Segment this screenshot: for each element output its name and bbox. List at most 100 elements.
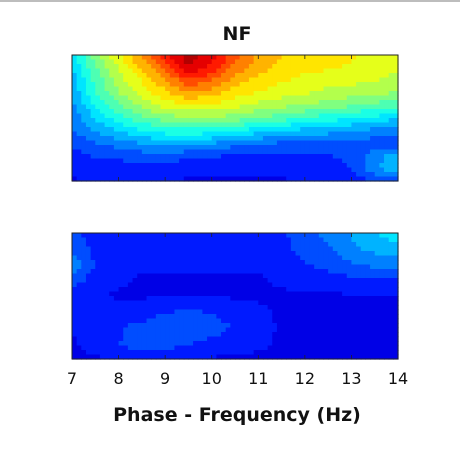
heatmap-cell bbox=[286, 154, 292, 160]
heatmap-cell bbox=[123, 86, 129, 92]
heatmap-cell bbox=[346, 163, 353, 169]
heatmap-cell bbox=[207, 59, 213, 65]
heatmap-cell bbox=[276, 273, 283, 279]
heatmap-cell bbox=[370, 260, 376, 266]
heatmap-cell bbox=[174, 127, 180, 133]
heatmap-cell bbox=[81, 131, 87, 137]
heatmap-cell bbox=[295, 55, 301, 61]
heatmap-cell bbox=[304, 255, 311, 261]
heatmap-cell bbox=[188, 176, 194, 182]
heatmap-cell bbox=[104, 323, 110, 329]
heatmap-cell bbox=[109, 163, 115, 169]
heatmap-cell bbox=[123, 255, 129, 261]
heatmap-cell bbox=[160, 82, 166, 88]
heatmap-cell bbox=[248, 305, 255, 311]
heatmap-cell bbox=[188, 255, 194, 261]
heatmap-cell bbox=[72, 68, 78, 74]
heatmap-cell bbox=[267, 350, 273, 356]
heatmap-cell bbox=[258, 158, 264, 164]
heatmap-cell bbox=[272, 59, 278, 65]
heatmap-cell bbox=[141, 59, 148, 65]
heatmap-cell bbox=[258, 136, 264, 142]
heatmap-cell bbox=[225, 91, 231, 97]
heatmap-cell bbox=[225, 296, 231, 302]
heatmap-cell bbox=[123, 242, 129, 248]
heatmap-cell bbox=[393, 269, 399, 275]
heatmap-cell bbox=[272, 260, 278, 266]
heatmap-cell bbox=[290, 345, 297, 351]
heatmap-cell bbox=[328, 176, 334, 182]
heatmap-cell bbox=[360, 55, 366, 61]
heatmap-cell bbox=[248, 291, 255, 297]
heatmap-cell bbox=[276, 140, 283, 146]
heatmap-cell bbox=[304, 136, 311, 142]
heatmap-cell bbox=[379, 122, 385, 128]
heatmap-cell bbox=[155, 91, 162, 97]
heatmap-cell bbox=[95, 113, 101, 119]
heatmap-cell bbox=[290, 82, 297, 88]
heatmap-cell bbox=[197, 354, 203, 360]
heatmap-cell bbox=[248, 64, 255, 70]
heatmap-cell bbox=[286, 354, 292, 360]
heatmap-cell bbox=[165, 269, 171, 275]
heatmap-cell bbox=[239, 314, 245, 320]
heatmap-cell bbox=[123, 309, 129, 315]
heatmap-cell bbox=[253, 332, 259, 338]
heatmap-cell bbox=[76, 104, 82, 110]
heatmap-cell bbox=[230, 246, 236, 252]
heatmap-cell bbox=[356, 104, 362, 110]
heatmap-cell bbox=[258, 246, 264, 252]
heatmap-cell bbox=[118, 140, 124, 146]
heatmap-cell bbox=[337, 350, 343, 356]
heatmap-cell bbox=[137, 118, 143, 124]
heatmap-cell bbox=[370, 341, 376, 347]
heatmap-cell bbox=[141, 264, 148, 270]
heatmap-cell bbox=[137, 145, 143, 151]
x-axis-ticks: 7 8 9 10 11 12 13 14 bbox=[67, 369, 408, 388]
heatmap-cell bbox=[332, 86, 339, 92]
heatmap-cell bbox=[272, 345, 278, 351]
heatmap-cell bbox=[183, 136, 190, 142]
heatmap-cell bbox=[248, 145, 255, 151]
heatmap-cell bbox=[95, 118, 101, 124]
heatmap-cell bbox=[388, 336, 394, 342]
heatmap-cell bbox=[272, 55, 278, 61]
heatmap-cell bbox=[351, 260, 357, 266]
heatmap-cell bbox=[318, 172, 325, 178]
heatmap-cell bbox=[174, 296, 180, 302]
heatmap-cell bbox=[281, 345, 287, 351]
heatmap-cell bbox=[113, 246, 120, 252]
heatmap-cell bbox=[258, 73, 264, 79]
heatmap-cell bbox=[258, 68, 264, 74]
heatmap-cell bbox=[225, 332, 231, 338]
heatmap-cell bbox=[309, 336, 315, 342]
heatmap-cell bbox=[188, 59, 194, 65]
heatmap-cell bbox=[384, 172, 390, 178]
heatmap-cell bbox=[179, 336, 185, 342]
heatmap-cell bbox=[342, 260, 348, 266]
heatmap-cell bbox=[99, 237, 106, 243]
heatmap-cell bbox=[221, 314, 227, 320]
heatmap-cell bbox=[155, 237, 162, 243]
heatmap-cell bbox=[393, 77, 399, 83]
heatmap-cell bbox=[109, 318, 115, 324]
heatmap-cell bbox=[356, 341, 362, 347]
heatmap-cell bbox=[118, 233, 124, 239]
heatmap-cell bbox=[81, 300, 87, 306]
heatmap-cell bbox=[239, 109, 245, 115]
heatmap-cell bbox=[216, 127, 222, 133]
heatmap-cell bbox=[267, 296, 273, 302]
heatmap-cell bbox=[374, 91, 380, 97]
heatmap-cell bbox=[356, 296, 362, 302]
heatmap-cell bbox=[384, 158, 390, 164]
heatmap-cell bbox=[328, 282, 334, 288]
heatmap-cell bbox=[169, 300, 176, 306]
heatmap-cell bbox=[393, 309, 399, 315]
heatmap-cell bbox=[90, 242, 96, 248]
heatmap-cell bbox=[384, 282, 390, 288]
heatmap-cell bbox=[202, 64, 208, 70]
heatmap-cell bbox=[99, 287, 106, 293]
heatmap-cell bbox=[183, 104, 190, 110]
heatmap-cell bbox=[351, 354, 357, 360]
heatmap-cell bbox=[379, 296, 385, 302]
